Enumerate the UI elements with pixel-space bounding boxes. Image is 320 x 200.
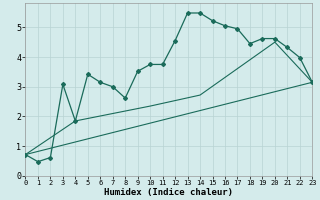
X-axis label: Humidex (Indice chaleur): Humidex (Indice chaleur): [104, 188, 233, 197]
